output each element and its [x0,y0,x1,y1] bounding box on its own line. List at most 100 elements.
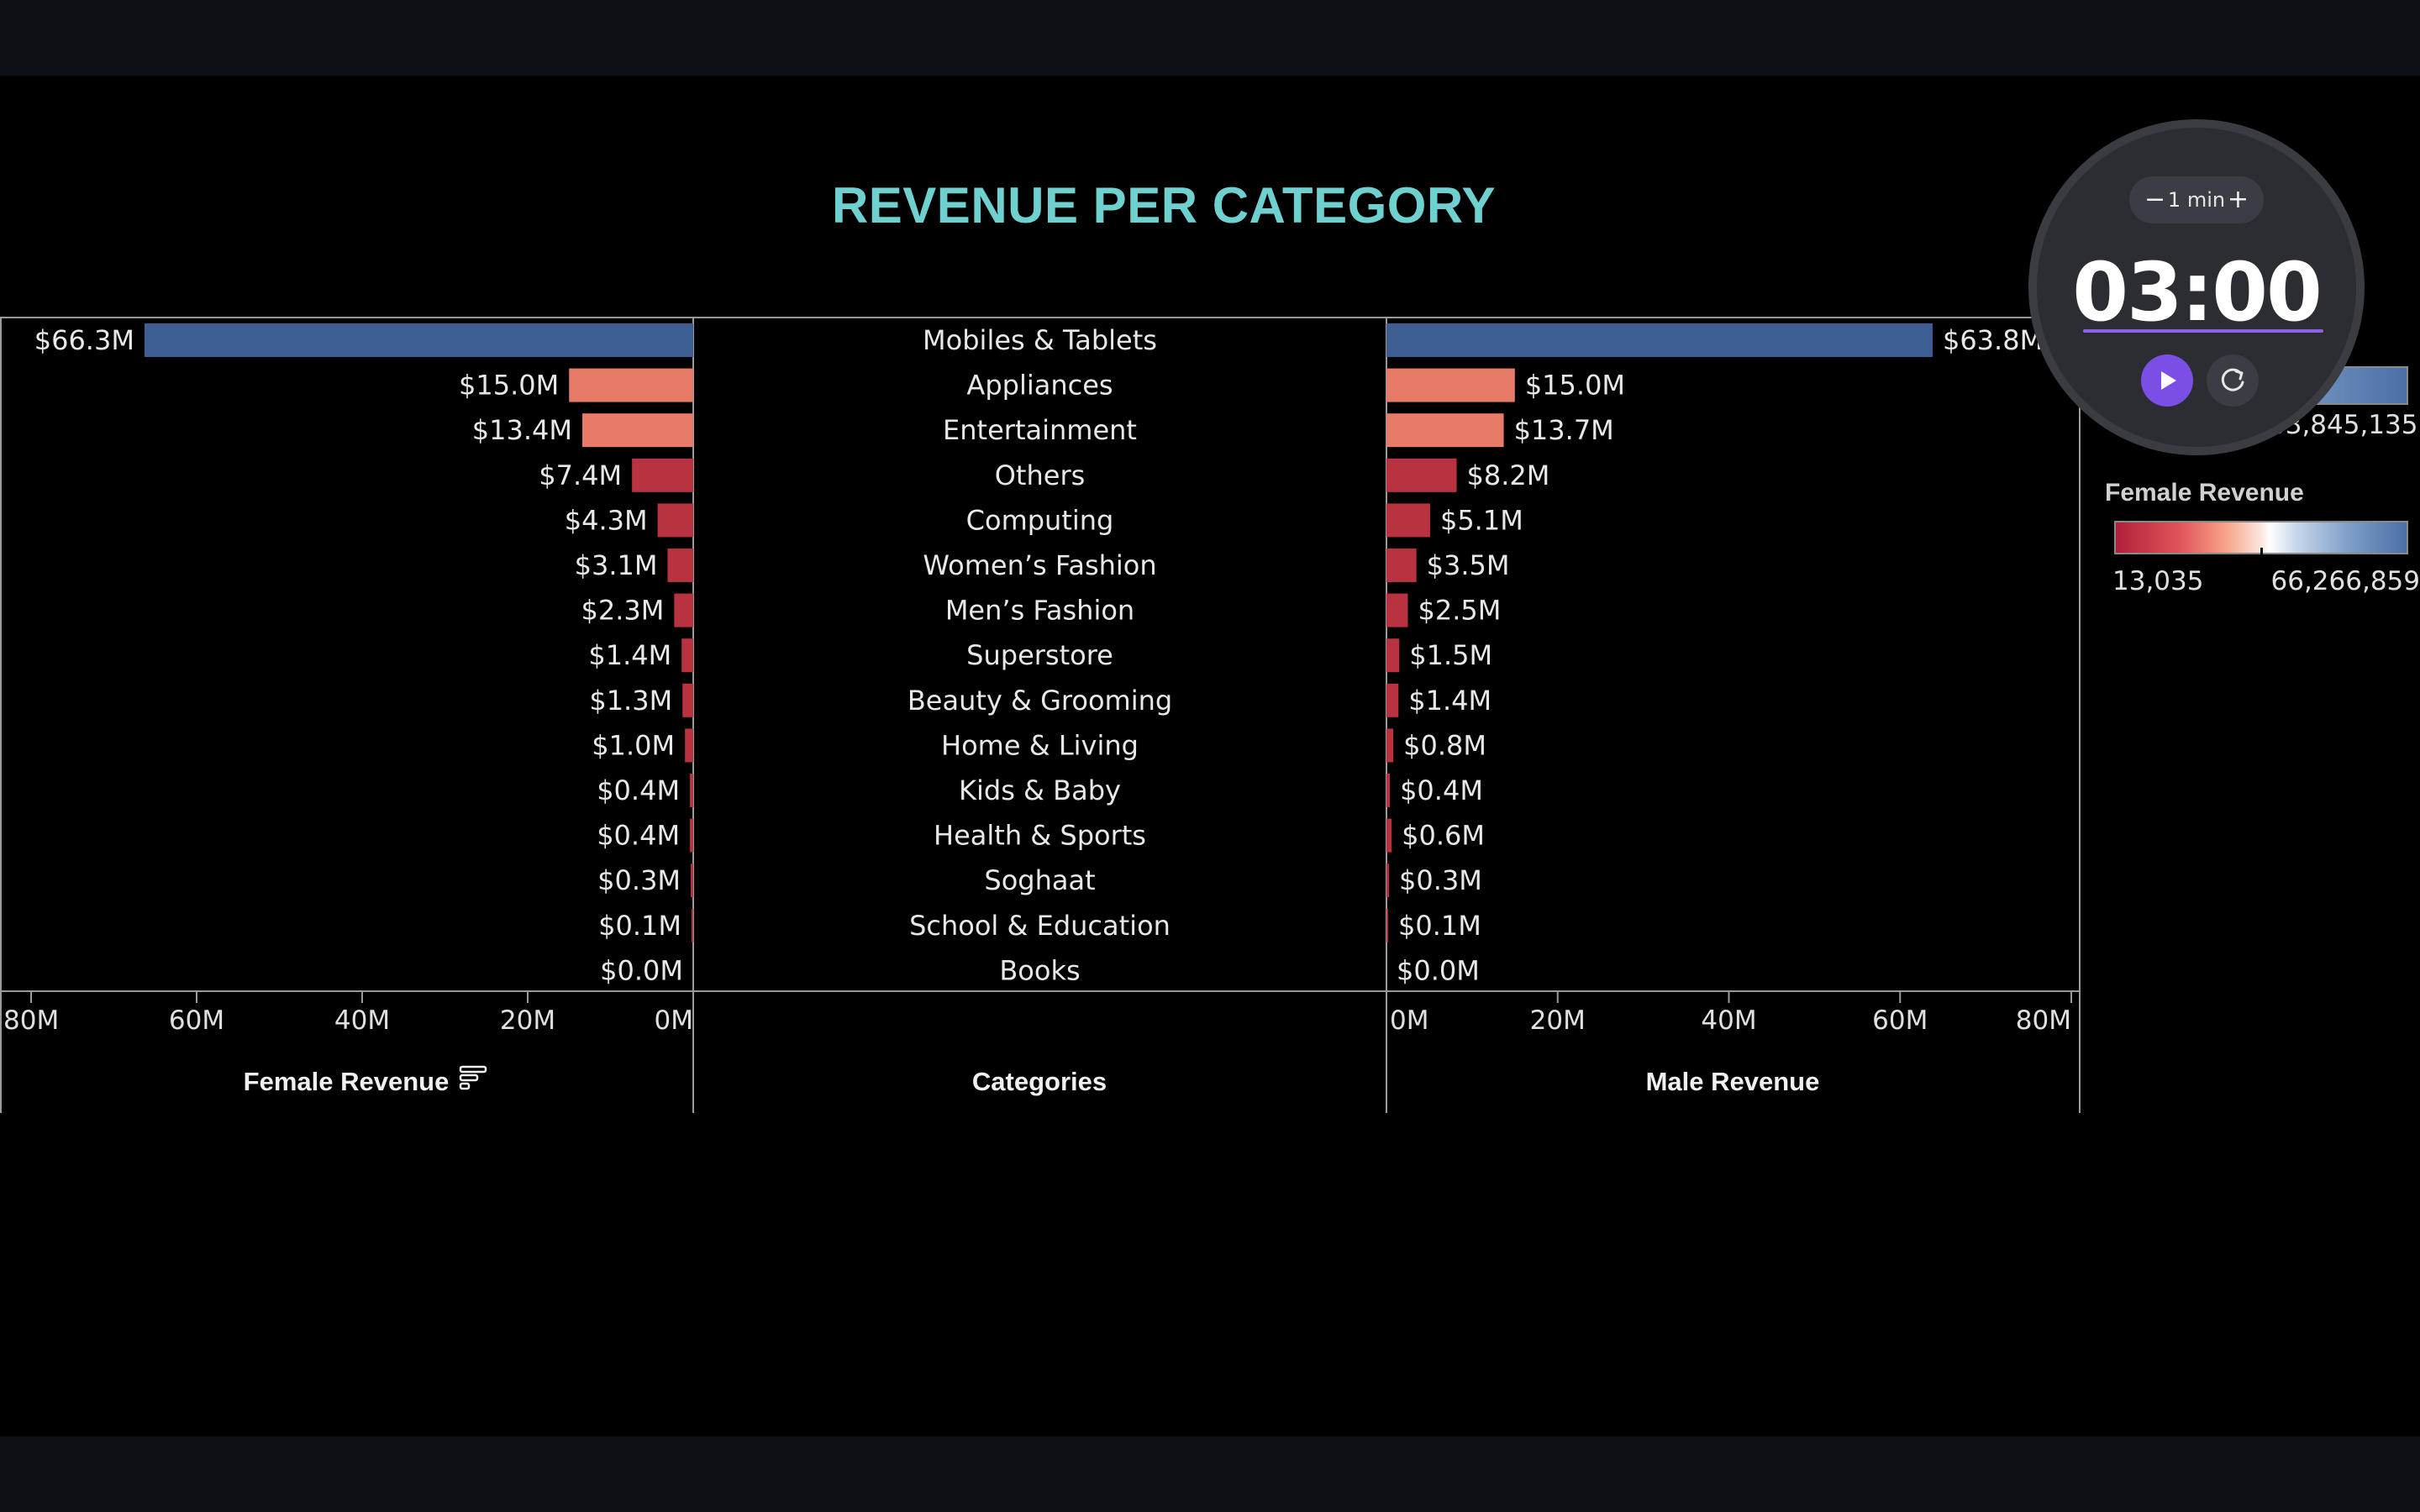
male-bar [1386,593,1408,627]
sort-icon-bar [459,1082,471,1090]
male-bar [1386,864,1390,898]
category-label: Mobiles & Tablets [923,324,1157,356]
male-tick-label: 0M [1390,1005,1428,1036]
female-revenue-legend: Female Revenue 13,035 66,266,859 [2101,361,2420,630]
sort-icon [459,1065,487,1090]
decrease-button[interactable]: − [2144,185,2166,214]
category-label: Others [995,459,1086,491]
female-bar-label: $13.4M [472,414,572,446]
category-label: Books [999,954,1080,986]
male-bar-label: $1.4M [1408,685,1491,717]
male-bar-label: $15.0M [1525,370,1625,402]
category-label: Appliances [966,370,1113,402]
category-label: Computing [966,504,1114,536]
female-bar [674,593,693,627]
male-bar [1386,683,1399,717]
legend-min: 13,035 [2112,566,2204,596]
male-bar [1386,413,1504,448]
reset-icon [2221,368,2244,391]
top-bar [0,0,2420,76]
female-bar-label: $4.3M [565,504,648,536]
legend-marker [2260,548,2263,556]
male-bar [1386,774,1391,807]
male-bar [1386,638,1400,673]
male-bar-label: $8.2M [1467,459,1550,491]
female-axis-title: Female Revenue [244,1067,450,1096]
female-bar [690,818,693,853]
female-bar [582,413,693,448]
reset-button[interactable] [2207,354,2259,407]
female-tick-label: 0M [655,1005,693,1036]
legend-title: Female Revenue [2105,479,2304,507]
female-bar [657,503,693,538]
female-bar-label: $1.4M [588,639,671,671]
increase-button[interactable]: + [2227,185,2249,214]
male-axis-title: Male Revenue [1646,1067,1820,1096]
play-icon [2161,371,2176,390]
male-tick-label: 40M [1701,1005,1756,1036]
male-bar [1386,503,1430,538]
female-bar-label: $0.4M [597,820,680,852]
play-button[interactable] [2141,354,2193,407]
male-bar [1386,368,1515,402]
female-bar-label: $1.0M [592,729,675,761]
female-bar [682,683,693,717]
female-bar-label: $0.3M [597,864,681,896]
categories-axis-title: Categories [972,1067,1107,1096]
female-bar [692,908,693,942]
category-label: Soghaat [984,864,1095,896]
male-tick-label: 60M [1872,1005,1928,1036]
male-bar-label: $0.1M [1398,910,1481,942]
female-bar [632,458,693,492]
male-bar-label: $13.7M [1514,414,1614,446]
male-bar-label: $0.4M [1400,774,1483,806]
female-bar-label: $15.0M [459,370,559,402]
female-bar-label: $2.3M [581,595,664,627]
male-bar-label: $0.3M [1399,864,1482,896]
female-tick-label: 60M [169,1005,224,1036]
female-bar [144,323,693,357]
male-bar-label: $63.8M [1943,324,2043,356]
legend-max: 66,266,859 [2270,566,2420,596]
female-bar-label: $7.4M [539,459,622,491]
category-label: School & Education [909,910,1171,942]
category-label: Superstore [966,639,1113,671]
category-label: Health & Sports [934,820,1146,852]
male-bar [1386,458,1457,492]
male-bar-label: $0.6M [1402,820,1485,852]
sort-icon-bar [459,1065,487,1074]
male-bar-label: $3.5M [1427,549,1510,581]
male-tick-label: 80M [2016,1005,2071,1036]
category-label: Home & Living [941,729,1139,761]
female-tick-label: 20M [500,1005,555,1036]
female-bar [681,638,693,673]
male-bar-label: $2.5M [1418,595,1501,627]
female-bar [569,368,693,402]
female-bar-label: $0.0M [600,954,683,986]
female-bar [690,774,693,807]
timer-underline [2083,329,2323,333]
female-bar [667,549,693,582]
male-bar [1386,908,1388,942]
female-bar-label: $1.3M [589,685,672,717]
female-bar-label: $3.1M [575,549,658,581]
dashboard-title: REVENUE PER CATEGORY [831,177,1497,234]
category-label: Kids & Baby [959,774,1121,806]
male-bar-label: $1.5M [1409,639,1492,671]
bottom-bar [0,1436,2420,1512]
male-bar [1386,323,1933,357]
female-bar-label: $0.1M [598,910,681,942]
timer-widget: − 1 min + 03:00 [2028,119,2365,455]
female-bar-label: $66.3M [34,324,134,356]
male-tick-label: 20M [1530,1005,1586,1036]
sort-icon-bar [459,1074,479,1082]
male-bar [1386,549,1417,582]
male-bar-label: $5.1M [1440,504,1523,536]
male-bar [1386,728,1394,763]
category-label: Men’s Fashion [945,595,1134,627]
female-bar [685,728,693,763]
female-bar-label: $0.4M [597,774,680,806]
male-bar-label: $0.0M [1397,954,1480,986]
timer-step-control: − 1 min + [2129,176,2264,223]
